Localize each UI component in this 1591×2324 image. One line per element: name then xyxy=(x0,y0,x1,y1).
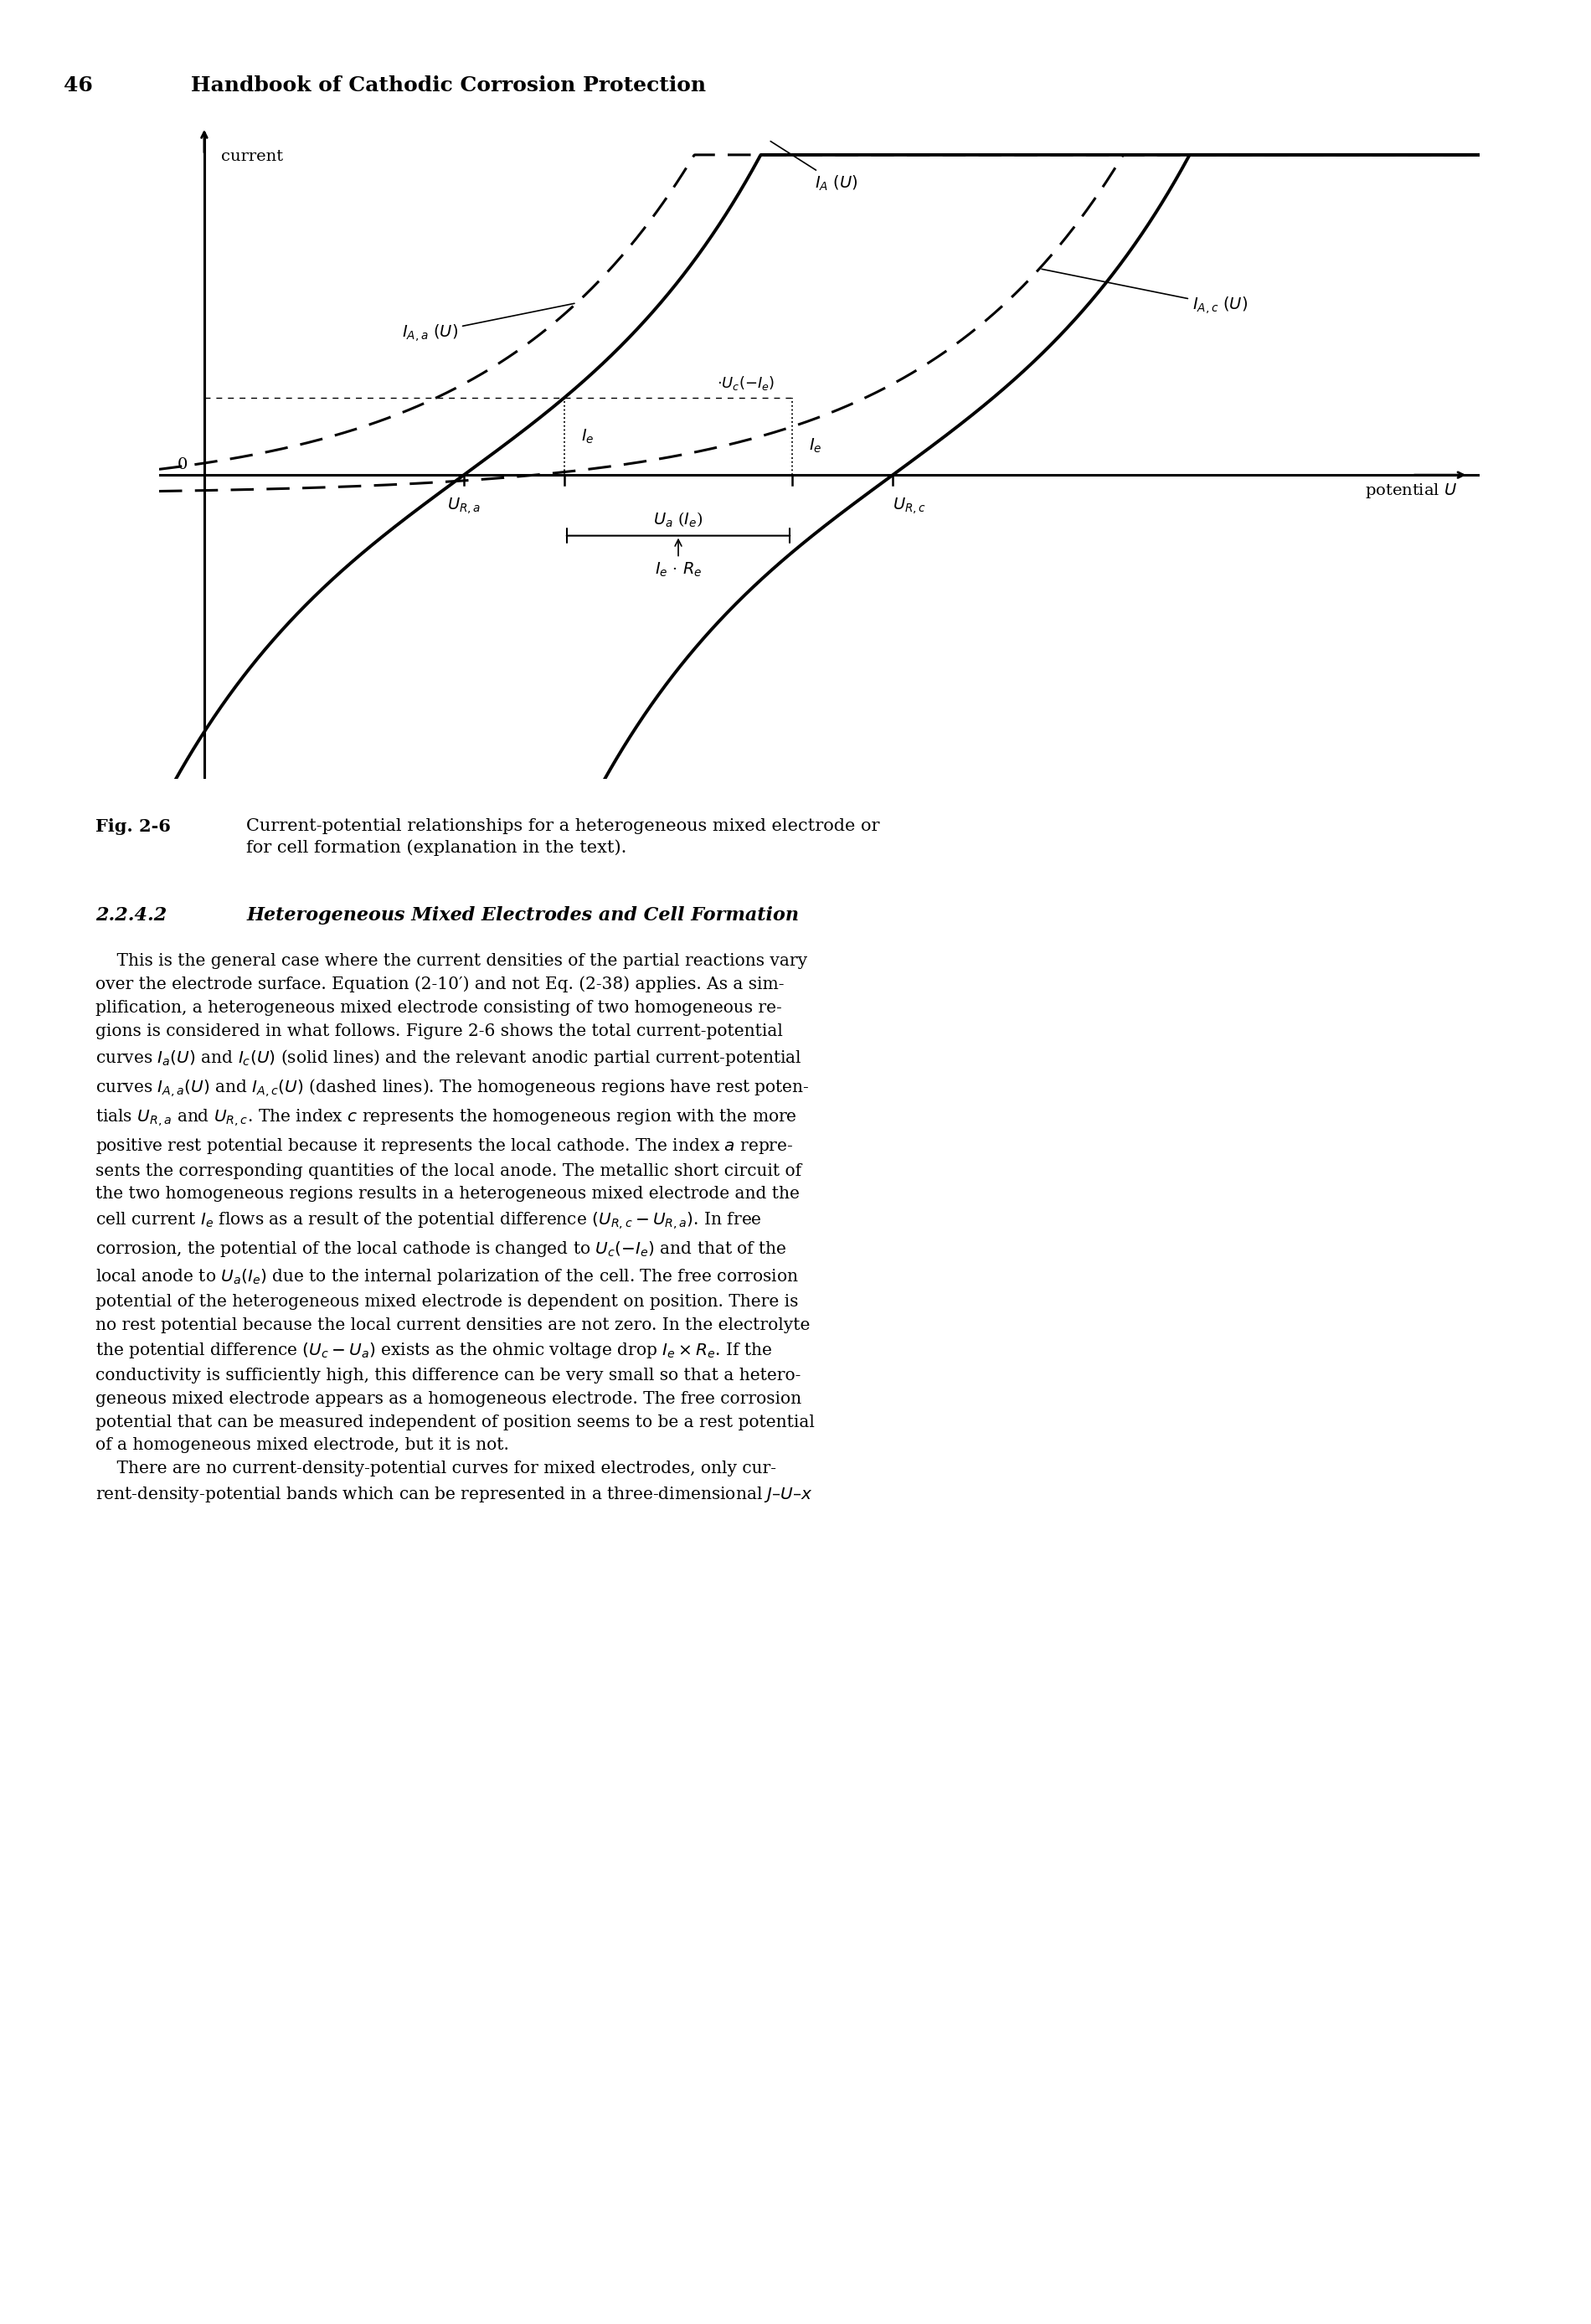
Text: $I_{A,a}$ $(U)$: $I_{A,a}$ $(U)$ xyxy=(403,304,574,344)
Text: Fig. 2-6: Fig. 2-6 xyxy=(95,818,170,834)
Text: Handbook of Cathodic Corrosion Protection: Handbook of Cathodic Corrosion Protectio… xyxy=(191,74,706,95)
Text: $I_{A,c}$ $(U)$: $I_{A,c}$ $(U)$ xyxy=(1042,270,1247,316)
Text: $U_{R,c}$: $U_{R,c}$ xyxy=(893,495,926,516)
Text: 2.2.4.2: 2.2.4.2 xyxy=(95,906,167,925)
Text: current: current xyxy=(221,149,283,165)
Text: This is the general case where the current densities of the partial reactions va: This is the general case where the curre… xyxy=(95,953,815,1504)
Text: $U_a$ ($I_e$): $U_a$ ($I_e$) xyxy=(654,511,703,530)
Text: Current-potential relationships for a heterogeneous mixed electrode or
for cell : Current-potential relationships for a he… xyxy=(247,818,880,855)
Text: $I_A$ $(U)$: $I_A$ $(U)$ xyxy=(770,142,858,193)
Text: 46: 46 xyxy=(64,74,92,95)
Text: $I_e$ · $R_e$: $I_e$ · $R_e$ xyxy=(654,539,702,579)
Text: 0: 0 xyxy=(177,458,188,472)
Text: Heterogeneous Mixed Electrodes and Cell Formation: Heterogeneous Mixed Electrodes and Cell … xyxy=(247,906,799,925)
Text: potential $U$: potential $U$ xyxy=(1365,481,1457,500)
Text: $I_e$: $I_e$ xyxy=(581,428,595,446)
Text: $\cdot U_c(-I_e)$: $\cdot U_c(-I_e)$ xyxy=(718,374,775,393)
Text: $I_e$: $I_e$ xyxy=(810,437,823,456)
Text: $U_{R,a}$: $U_{R,a}$ xyxy=(447,495,480,516)
